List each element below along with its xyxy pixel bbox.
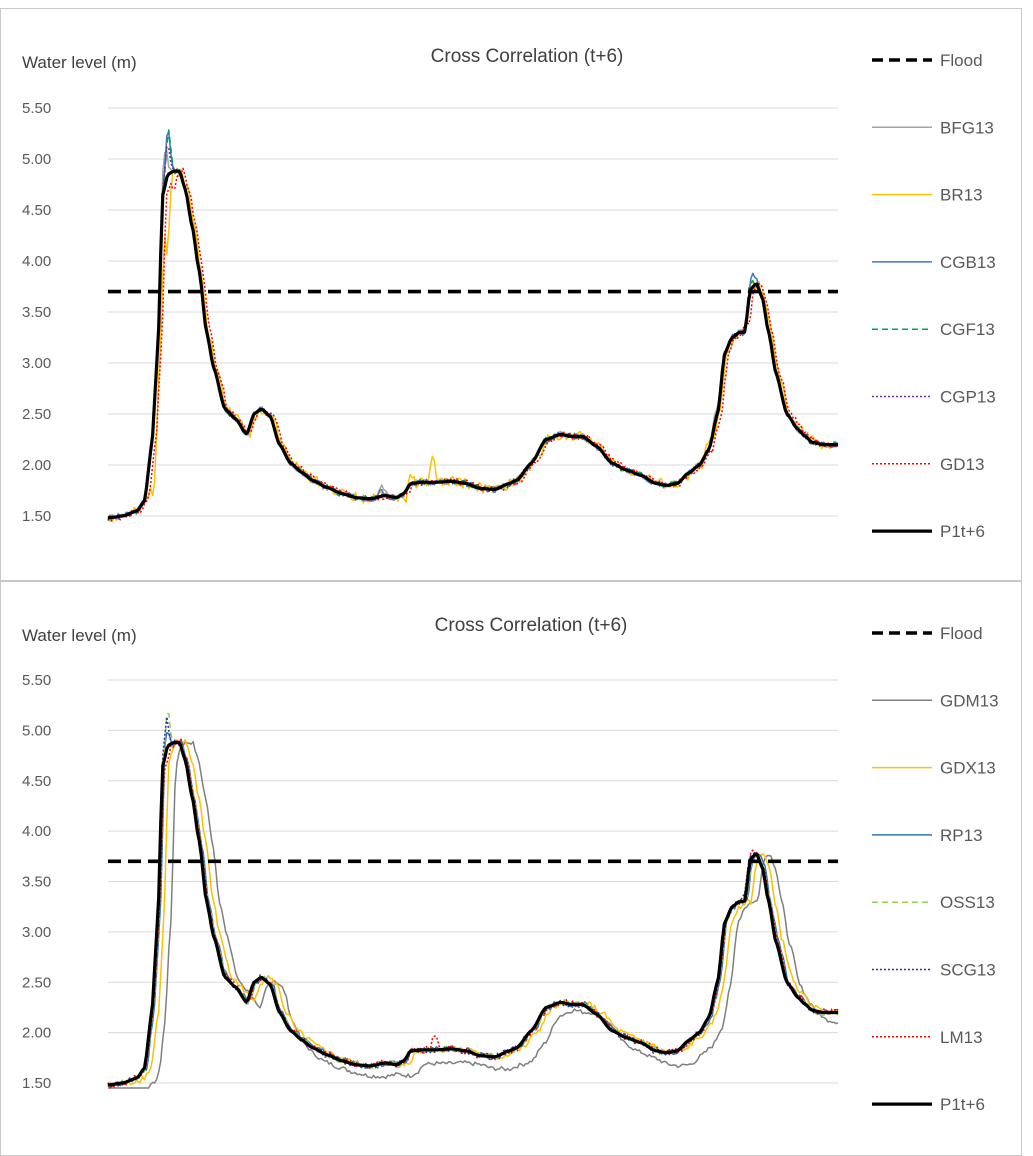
legend: Flood GDM13 GDX13 RP13 OSS13 SCG13 LM13 P1t+6 [872, 624, 999, 1114]
chart-title: Cross Correlation (t+6) [431, 46, 624, 67]
y-axis-label: Water level (m) [22, 626, 137, 645]
chart-frame [0, 581, 1022, 1156]
series-line-p1t-6 [107, 169, 838, 520]
legend-label: GD13 [940, 455, 984, 474]
legend-label: GDM13 [940, 691, 999, 710]
legend-label: P1t+6 [940, 522, 985, 541]
y-tick-label: 4.00 [22, 253, 51, 270]
legend-label: OSS13 [940, 893, 995, 912]
y-tick-label: 4.00 [22, 823, 51, 840]
y-tick-label: 5.50 [22, 100, 51, 117]
legend-label: GDX13 [940, 759, 996, 778]
y-tick-label: 5.00 [22, 151, 51, 168]
legend-label: CGP13 [940, 388, 996, 407]
legend-label: RP13 [940, 826, 983, 845]
series-line-p1t-6 [107, 740, 838, 1087]
plot-area [107, 129, 839, 522]
y-tick-label: 2.50 [22, 406, 51, 423]
legend-label: P1t+6 [940, 1095, 985, 1114]
legend-label: BR13 [940, 186, 983, 205]
y-tick-label: 5.00 [22, 722, 51, 739]
y-tick-label: 3.50 [22, 874, 51, 891]
plot-area [107, 712, 839, 1089]
y-tick-label: 3.00 [22, 924, 51, 941]
legend-label: Flood [940, 624, 983, 643]
chart-top: Water level (m) Cross Correlation (t+6) … [0, 8, 1022, 581]
series-line-gdm13 [108, 740, 839, 1089]
y-tick-label: 3.50 [22, 304, 51, 321]
legend-label: Flood [940, 51, 983, 70]
legend-label: SCG13 [940, 961, 996, 980]
chart-panel-top: Water level (m) Cross Correlation (t+6) … [0, 8, 1022, 581]
y-tick-label: 3.00 [22, 355, 51, 372]
series-line-lm13 [107, 738, 839, 1089]
legend-label: CGB13 [940, 253, 996, 272]
y-tick-label: 2.50 [22, 974, 51, 991]
y-tick-label: 4.50 [22, 773, 51, 790]
y-tick-label: 2.00 [22, 1025, 51, 1042]
y-tick-label: 4.50 [22, 202, 51, 219]
y-tick-label: 1.50 [22, 508, 51, 525]
legend-label: LM13 [940, 1028, 983, 1047]
legend-label: BFG13 [940, 118, 994, 137]
y-tick-labels: 5.50 5.00 4.50 4.00 3.50 3.00 2.50 2.00 1.50 [22, 100, 51, 525]
y-tick-label: 1.50 [22, 1075, 51, 1092]
chart-bottom: Water level (m) Cross Correlation (t+6) … [0, 581, 1022, 1156]
y-tick-label: 5.50 [22, 672, 51, 689]
legend-label: CGF13 [940, 320, 995, 339]
legend: Flood BFG13 BR13 CGB13 CGF13 CGP13 GD13 P1t+6 [872, 51, 996, 541]
chart-panel-bottom: Water level (m) Cross Correlation (t+6) … [0, 581, 1022, 1156]
y-tick-label: 2.00 [22, 457, 51, 474]
y-axis-label: Water level (m) [22, 53, 137, 72]
chart-title: Cross Correlation (t+6) [435, 615, 628, 636]
chart-frame [0, 8, 1022, 581]
y-tick-labels: 5.50 5.00 4.50 4.00 3.50 3.00 2.50 2.00 1.50 [22, 672, 51, 1092]
